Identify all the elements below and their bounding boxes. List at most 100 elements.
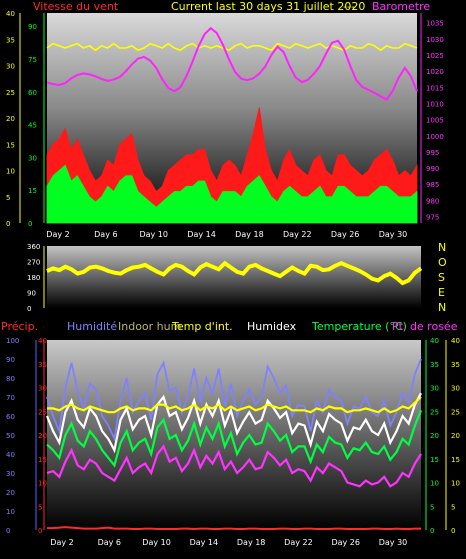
baro-tick-2: 985 <box>426 181 439 189</box>
precip-tick-1: 5 <box>38 503 42 511</box>
precip-tick-8: 40 <box>38 337 47 345</box>
humidity-tick-6: 60 <box>6 413 15 421</box>
precip-tick-6: 30 <box>38 385 47 393</box>
wind-left-tick-5: 25 <box>6 89 15 97</box>
legend-humidex: Humidex <box>247 320 297 333</box>
humidity-x-tick-3: Day 14 <box>190 538 219 547</box>
precip-tick-3: 15 <box>38 456 47 464</box>
baro-tick-8: 1015 <box>426 84 444 92</box>
wind-mid-tick-6: 90 <box>28 23 37 31</box>
wind-mid-tick-2: 30 <box>28 154 37 162</box>
dew-tick-6: 30 <box>451 385 460 393</box>
precip-line <box>47 526 421 531</box>
temp-tick-2: 10 <box>430 480 439 488</box>
humidite-line <box>46 358 422 442</box>
temp-tick-0: 0 <box>430 527 434 535</box>
humidity-tick-8: 80 <box>6 375 15 383</box>
wind-panel-series <box>46 26 418 224</box>
humidity-tick-3: 30 <box>6 470 15 478</box>
dew-tick-0: 0 <box>451 527 455 535</box>
direction-tick-0: 0 <box>27 305 31 313</box>
baro-tick-1: 980 <box>426 197 439 205</box>
temp-tick-6: 30 <box>430 385 439 393</box>
baro-tick-0: 975 <box>426 214 439 222</box>
humidity-x-tick-1: Day 6 <box>98 538 121 547</box>
legend-dew: Pt. de rosée <box>392 320 458 333</box>
direction-tick-3: 270 <box>27 259 40 267</box>
wind-x-tick-4: Day 18 <box>235 230 264 239</box>
temp-tick-1: 5 <box>430 503 434 511</box>
dew-tick-8: 40 <box>451 337 460 345</box>
humidity-tick-7: 70 <box>6 394 15 402</box>
wind-left-tick-2: 10 <box>6 168 15 176</box>
direction-line <box>46 260 423 286</box>
humidity-x-tick-7: Day 30 <box>379 538 408 547</box>
dew-tick-1: 5 <box>451 503 455 511</box>
humidity-x-tick-4: Day 18 <box>237 538 266 547</box>
precip-tick-5: 25 <box>38 408 47 416</box>
humidity-panel-background <box>47 340 421 530</box>
humidity-tick-2: 20 <box>6 489 15 497</box>
dew-line <box>46 444 422 488</box>
wind-x-tick-1: Day 6 <box>94 230 117 239</box>
wind-area <box>46 164 418 224</box>
baro-tick-9: 1020 <box>426 68 444 76</box>
wind-left-tick-4: 20 <box>6 115 15 123</box>
humidity-tick-4: 40 <box>6 451 15 459</box>
humidity-panel-axes: 0 10 20 30 40 50 60 70 80 90 100 0 5 10 15 20 25 30 35 40 0 0… <box>6 337 460 547</box>
direction-panel-axes: 0 90 180 270 360 <box>27 243 40 313</box>
baro-tick-11: 1030 <box>426 36 444 44</box>
wind-speed-label: Vitesse du vent <box>33 0 119 13</box>
title-separator: --- <box>343 0 355 13</box>
wind-left-tick-0: 0 <box>6 220 10 228</box>
legend-indoor-hum: Indoor hum <box>118 320 181 333</box>
temp-tick-3: 15 <box>430 456 439 464</box>
humidity-x-tick-2: Day 10 <box>142 538 171 547</box>
compass-letter-s: S <box>438 271 445 284</box>
humidity-tick-0: 0 <box>6 527 10 535</box>
baro-tick-6: 1005 <box>426 117 444 125</box>
humidity-x-tick-0: Day 2 <box>50 538 73 547</box>
barometer-label: Barometre <box>372 0 430 13</box>
precip-tick-2: 10 <box>38 480 47 488</box>
wind-mid-tick-1: 15 <box>28 187 37 195</box>
humidity-tick-9: 90 <box>6 356 15 364</box>
dew-tick-5: 25 <box>451 408 460 416</box>
humidity-tick-1: 10 <box>6 508 15 516</box>
wind-x-tick-6: Day 26 <box>331 230 360 239</box>
legend-temp-int: Temp d'int. <box>171 320 233 333</box>
barometer-line <box>46 26 418 101</box>
wind-left-tick-6: 30 <box>6 63 15 71</box>
temp-tick-7: 35 <box>430 361 439 369</box>
dew-tick-4: 20 <box>451 432 460 440</box>
wind-mid-tick-5: 75 <box>28 56 37 64</box>
humidity-panel-series <box>45 358 423 531</box>
humidity-x-tick-6: Day 26 <box>331 538 360 547</box>
wind-x-tick-2: Day 10 <box>139 230 168 239</box>
legend-temperature: Temperature (°C) <box>311 320 407 333</box>
wind-left-tick-7: 35 <box>6 36 15 44</box>
wind-x-tick-5: Day 22 <box>283 230 312 239</box>
wind-panel-axes: 0510152025303540015304560759097598098599… <box>6 10 444 239</box>
wind-mid-tick-4: 60 <box>28 89 37 97</box>
compass-letter-n: N <box>438 241 446 254</box>
wind-mid-tick-3: 45 <box>28 122 37 130</box>
wind-left-tick-1: 5 <box>6 194 10 202</box>
direction-panel-background <box>47 246 421 308</box>
humidity-x-tick-5: Day 22 <box>284 538 313 547</box>
wind-direction-line <box>46 42 418 52</box>
dew-tick-7: 35 <box>451 361 460 369</box>
temp_int-line <box>47 396 422 414</box>
precip-tick-7: 35 <box>38 361 47 369</box>
dew-tick-2: 10 <box>451 480 460 488</box>
temp-tick-8: 40 <box>430 337 439 345</box>
humidex-line <box>45 392 422 454</box>
legend-precip: Précip. <box>1 320 38 333</box>
wind-x-tick-3: Day 14 <box>187 230 216 239</box>
wind-mid-tick-0: 0 <box>28 220 32 228</box>
precip-tick-4: 20 <box>38 432 47 440</box>
compass-letter-o: O <box>438 256 447 269</box>
direction-tick-2: 180 <box>27 274 40 282</box>
direction-panel-series <box>46 260 423 286</box>
